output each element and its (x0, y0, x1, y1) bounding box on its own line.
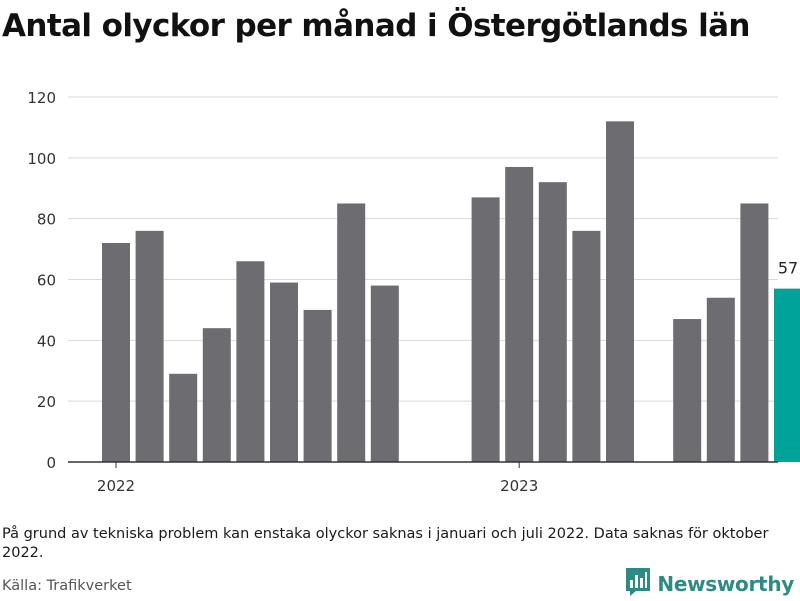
x-tick-label: 2023 (500, 477, 538, 495)
bar (270, 282, 298, 462)
bar (673, 319, 702, 462)
highlighted-bar (774, 288, 800, 462)
bar (337, 203, 366, 462)
bar (370, 285, 399, 462)
bar (706, 297, 735, 462)
bar (102, 243, 130, 462)
bar (135, 230, 164, 462)
bar (169, 373, 198, 462)
x-tick-label: 2022 (97, 477, 135, 495)
bar (202, 328, 231, 462)
data-label: 57 (778, 259, 798, 278)
chart-note: På grund av tekniska problem kan enstaka… (2, 526, 769, 561)
y-tick-label: 120 (27, 89, 56, 107)
y-tick-label: 80 (37, 211, 56, 229)
bar (471, 197, 500, 462)
bar (606, 121, 634, 463)
source-label: Källa: Trafikverket (2, 578, 132, 594)
bar-chart-speech-bubble-icon (625, 567, 651, 601)
bar (572, 230, 601, 462)
bar (303, 309, 332, 462)
brand-name: Newsworthy (657, 572, 794, 596)
y-tick-label: 100 (27, 150, 56, 168)
bar (538, 182, 567, 462)
bar (236, 261, 265, 462)
chart-title: Antal olyckor per månad i Östergötlands … (2, 8, 751, 44)
bar (505, 166, 534, 462)
y-tick-label: 0 (46, 454, 56, 472)
y-tick-label: 60 (37, 272, 56, 290)
brand-logo: Newsworthy (625, 568, 794, 600)
y-tick-label: 40 (37, 332, 56, 350)
bar-chart: 57 0 20 40 60 80 100 120 2022 2023 (27, 89, 800, 495)
y-tick-label: 20 (37, 393, 56, 411)
bar (740, 203, 769, 462)
